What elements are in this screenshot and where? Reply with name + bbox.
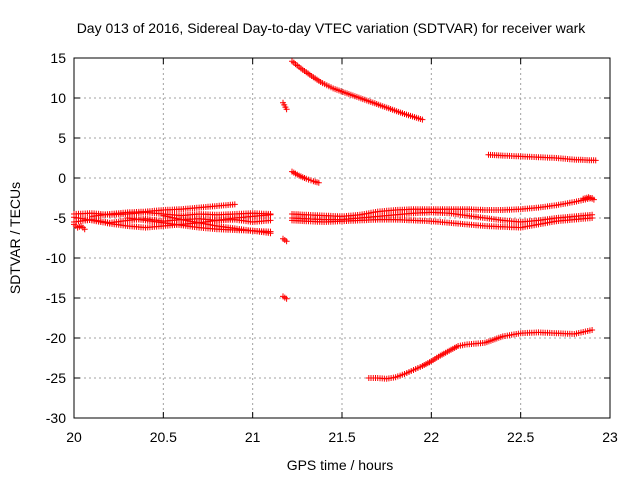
y-tick-label: -30 (46, 410, 66, 426)
tick-layer: -30 -25 -20 -15 -10 -5 0 5 10 15 20 20.5 21 21.5 22 22.… (46, 50, 618, 445)
series-short-arc-upper (280, 99, 290, 113)
x-tick-label: 21.5 (328, 429, 355, 445)
y-tick-label: 15 (50, 50, 66, 66)
y-tick-label: 5 (58, 130, 66, 146)
y-tick-label: -5 (54, 210, 67, 226)
series-band-6 (160, 212, 274, 237)
x-tick-label: 22.5 (507, 429, 534, 445)
series-band-10 (580, 194, 597, 203)
data-point (589, 327, 596, 333)
series-low-arc-rising (365, 327, 596, 382)
data-point (419, 116, 426, 123)
data-point (590, 196, 597, 203)
x-tick-label: 23 (602, 429, 618, 445)
y-axis-label: SDTVAR / TECUs (7, 182, 23, 294)
y-tick-label: -10 (46, 250, 66, 266)
data-point (283, 238, 290, 245)
y-tick-label: 10 (50, 90, 66, 106)
data-point (283, 106, 290, 113)
plot-frame (73, 57, 611, 419)
x-tick-label: 20 (66, 429, 82, 445)
series-arc-high-descending (289, 58, 426, 123)
y-tick-label: -15 (46, 290, 66, 306)
series-band-9 (289, 215, 596, 231)
series-short-arc-positive (289, 168, 322, 186)
data-point (283, 295, 290, 302)
data-point (81, 226, 88, 233)
series-band-3 (88, 201, 238, 220)
x-tick-label: 20.5 (150, 429, 177, 445)
x-tick-label: 21 (245, 429, 261, 445)
data-point (267, 211, 274, 218)
data-point (592, 157, 599, 164)
data-point (267, 217, 274, 224)
data-point (315, 179, 322, 186)
series-band-7 (289, 195, 596, 220)
x-tick-label: 22 (424, 429, 440, 445)
chart-title: Day 013 of 2016, Sidereal Day-to-day VTE… (77, 20, 587, 36)
y-tick-label: -25 (46, 370, 66, 386)
series-isolated-low (280, 293, 290, 302)
series-early-cluster (71, 221, 88, 233)
grid-layer (74, 58, 610, 418)
y-tick-label: -20 (46, 330, 66, 346)
data-point (231, 201, 238, 208)
marks-layer (71, 58, 599, 382)
data-point (589, 215, 596, 221)
x-axis-label: GPS time / hours (287, 457, 394, 473)
y-tick-label: 0 (58, 170, 66, 186)
series-isolated-mid (280, 235, 290, 245)
series-late-arc-positive (485, 151, 599, 164)
data-point (267, 230, 274, 237)
